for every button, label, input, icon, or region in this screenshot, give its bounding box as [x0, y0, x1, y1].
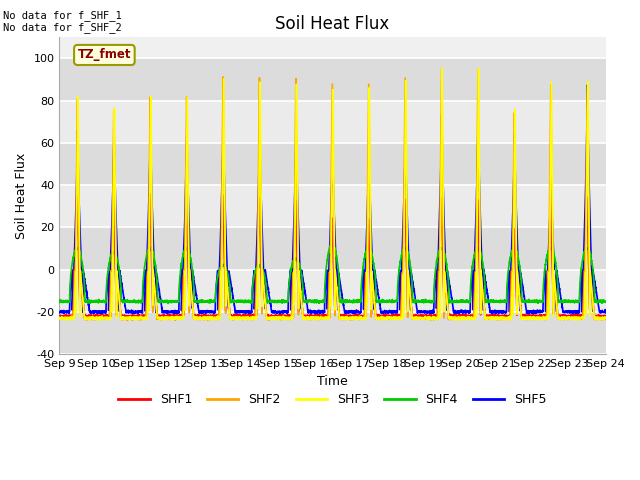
SHF1 — [312, 312, 320, 318]
Line: SHF1: SHF1 — [60, 193, 605, 318]
SHF4 — [312, 300, 320, 305]
SHF3 — [602, 315, 609, 321]
SHF4 — [455, 299, 463, 304]
SHF3 — [56, 315, 63, 321]
Y-axis label: Soil Heat Flux: Soil Heat Flux — [15, 153, 28, 239]
SHF1 — [154, 313, 161, 319]
SHF5 — [486, 307, 493, 313]
Text: TZ_fmet: TZ_fmet — [77, 48, 131, 61]
Text: No data for f_SHF_1
No data for f_SHF_2: No data for f_SHF_1 No data for f_SHF_2 — [3, 10, 122, 33]
SHF4 — [154, 288, 161, 294]
SHF5 — [584, 83, 591, 88]
SHF4 — [486, 298, 494, 304]
SHF1 — [455, 312, 463, 318]
Legend: SHF1, SHF2, SHF3, SHF4, SHF5: SHF1, SHF2, SHF3, SHF4, SHF5 — [113, 388, 552, 411]
SHF5 — [56, 310, 63, 315]
Line: SHF4: SHF4 — [60, 243, 605, 303]
SHF4 — [425, 299, 433, 304]
SHF4 — [602, 299, 609, 305]
SHF5 — [312, 310, 320, 316]
SHF3 — [94, 318, 102, 324]
SHF2 — [154, 315, 161, 321]
SHF1 — [601, 312, 609, 318]
SHF3 — [154, 315, 161, 321]
SHF2 — [56, 315, 63, 321]
SHF1 — [348, 315, 356, 321]
SHF2 — [425, 315, 433, 321]
Bar — [60, 143, 605, 185]
SHF5 — [425, 310, 433, 315]
Bar — [60, 59, 605, 101]
SHF5 — [601, 307, 609, 312]
SHF2 — [438, 66, 445, 72]
SHF5 — [602, 310, 609, 316]
SHF3 — [312, 316, 320, 322]
SHF4 — [328, 240, 335, 246]
Bar — [60, 228, 605, 270]
SHF5 — [87, 311, 95, 317]
Bar — [60, 101, 605, 143]
Bar — [60, 185, 605, 228]
SHF5 — [455, 310, 463, 316]
SHF3 — [425, 314, 433, 320]
SHF4 — [601, 299, 609, 305]
SHF3 — [455, 315, 463, 321]
SHF4 — [56, 299, 63, 304]
Line: SHF5: SHF5 — [60, 85, 605, 314]
SHF1 — [147, 191, 154, 196]
SHF2 — [312, 315, 320, 321]
SHF1 — [486, 314, 494, 320]
SHF2 — [602, 317, 609, 323]
SHF5 — [154, 279, 161, 285]
SHF3 — [601, 315, 609, 321]
SHF2 — [601, 316, 609, 322]
SHF1 — [602, 313, 609, 319]
X-axis label: Time: Time — [317, 374, 348, 387]
Title: Soil Heat Flux: Soil Heat Flux — [275, 15, 390, 33]
SHF4 — [164, 300, 172, 306]
SHF2 — [455, 316, 463, 322]
SHF1 — [56, 313, 63, 319]
Line: SHF3: SHF3 — [60, 68, 605, 321]
SHF3 — [486, 315, 494, 321]
Line: SHF2: SHF2 — [60, 69, 605, 321]
Bar — [60, 270, 605, 312]
SHF1 — [425, 314, 433, 320]
SHF3 — [438, 65, 446, 71]
SHF2 — [124, 318, 131, 324]
Bar — [60, 312, 605, 354]
SHF2 — [486, 314, 494, 320]
